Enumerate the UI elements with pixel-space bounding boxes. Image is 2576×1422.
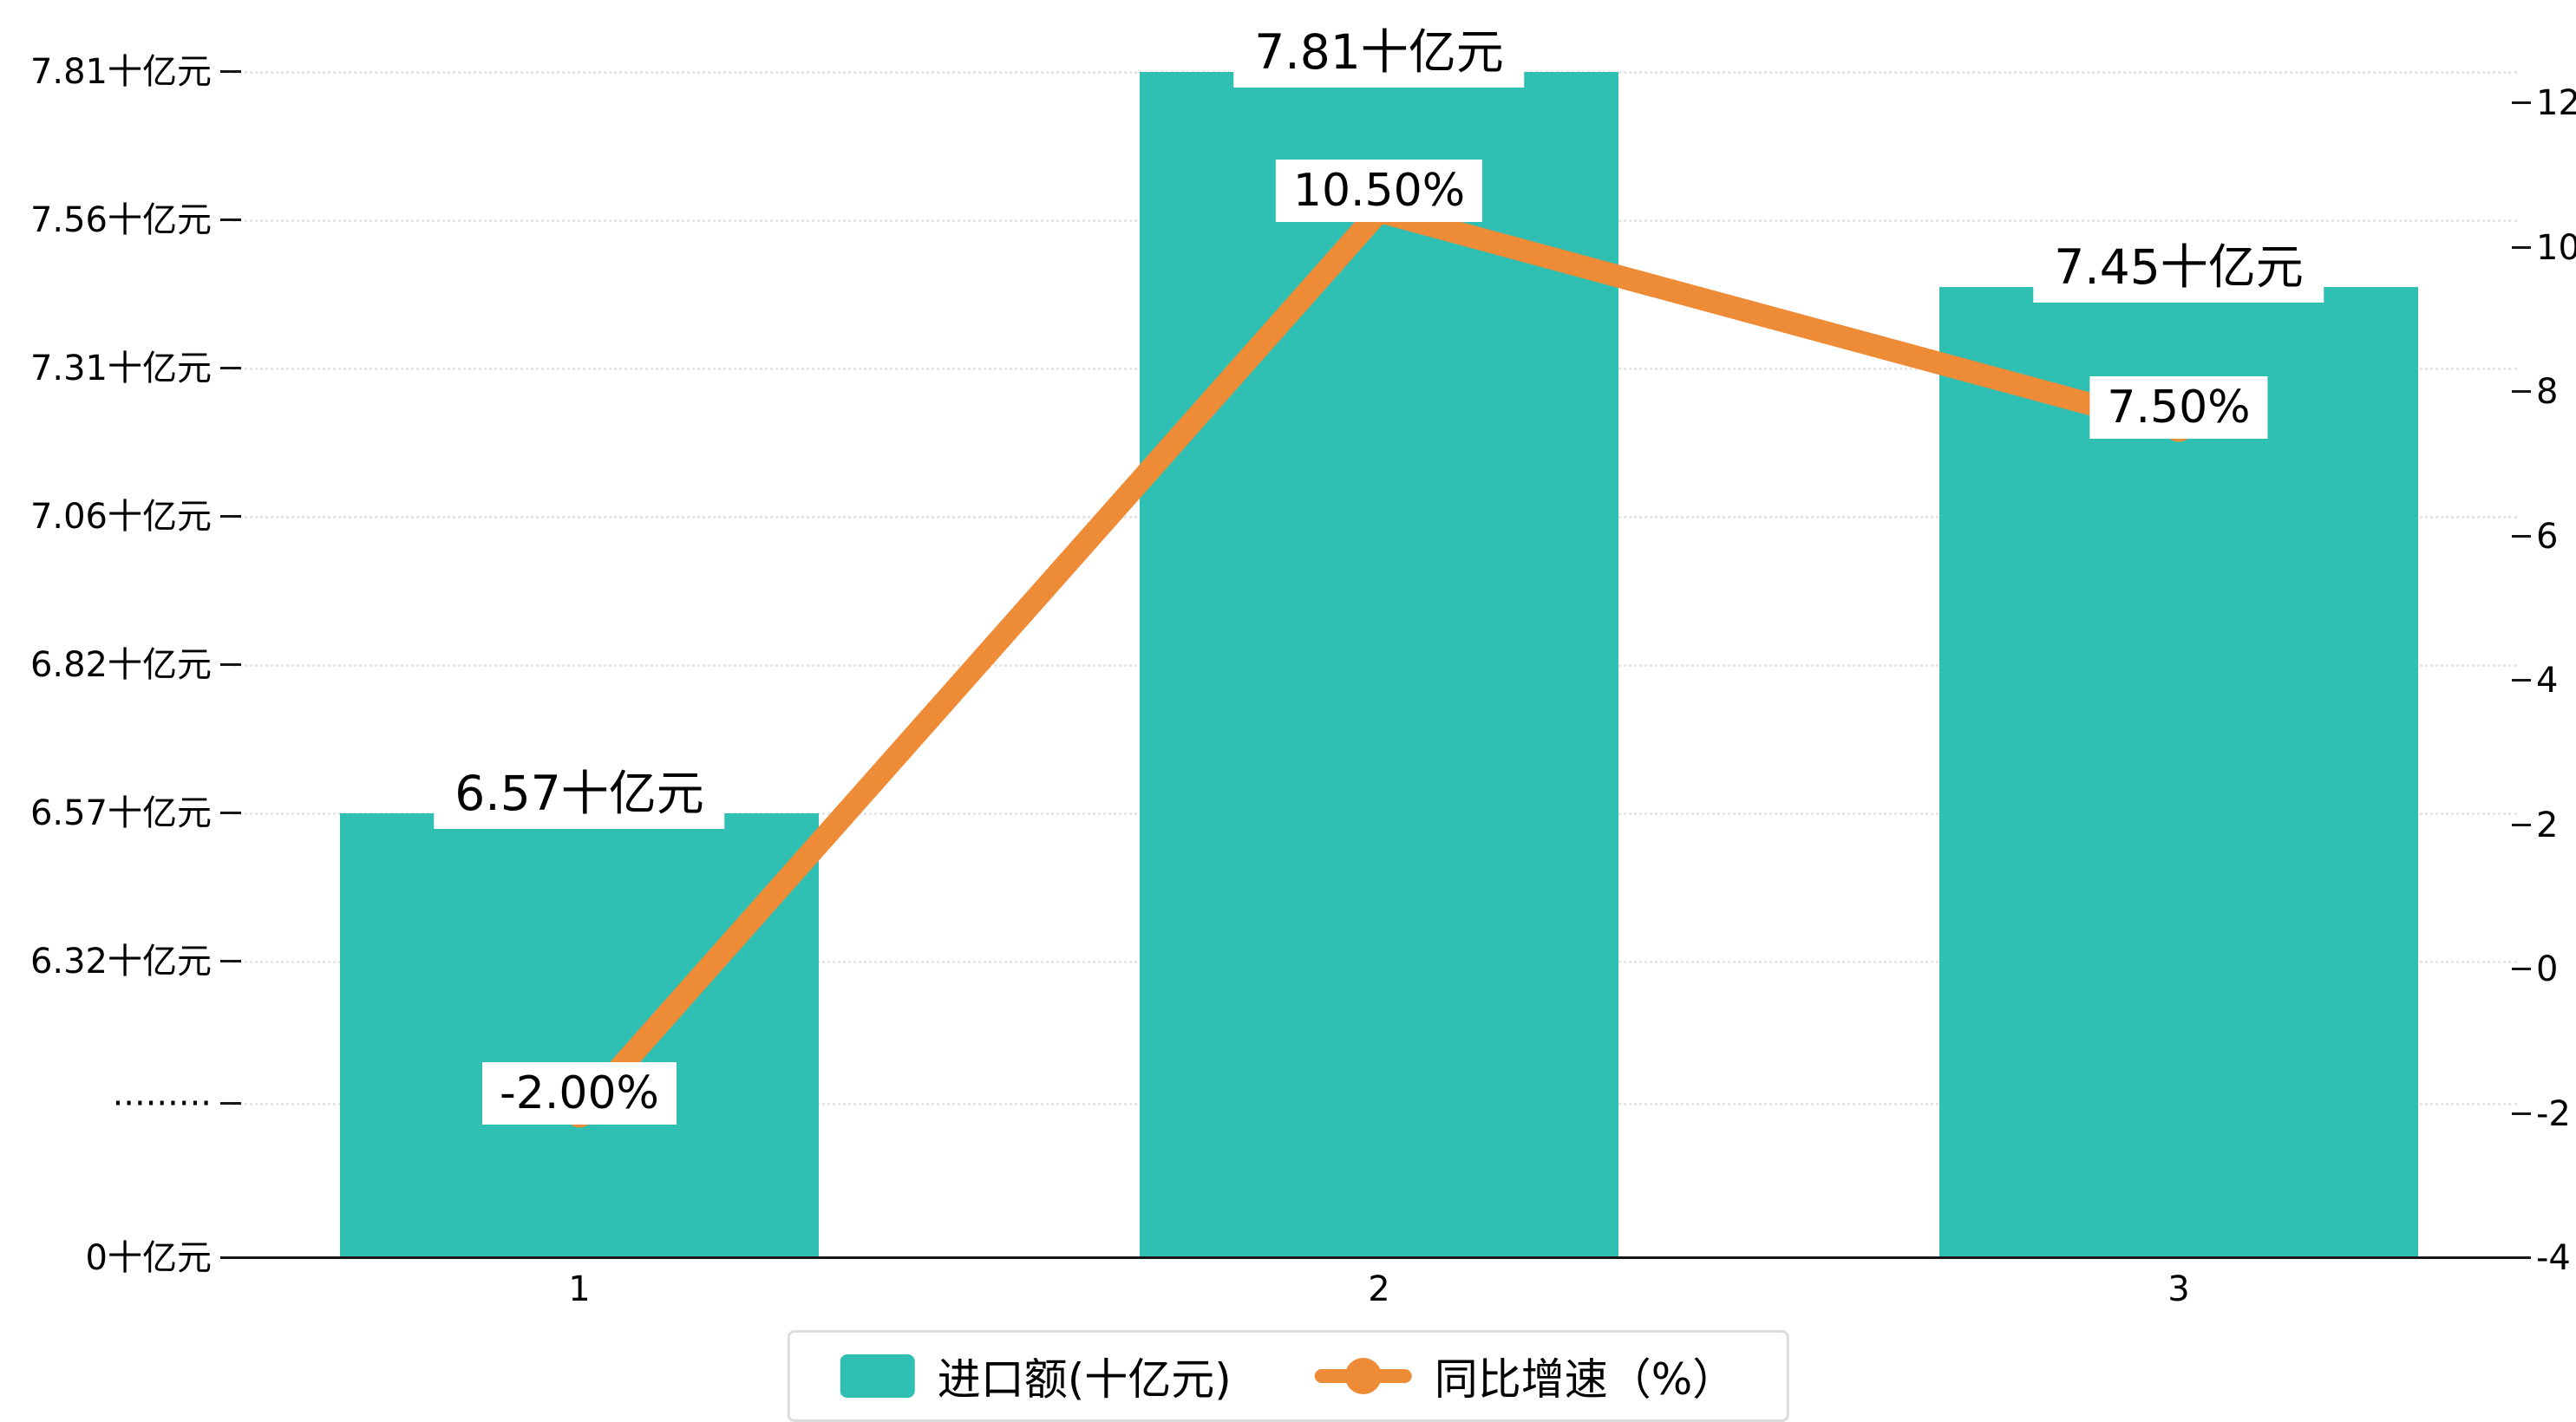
left-axis-tick-label: 7.56十亿元 [29,200,212,240]
legend-line-swatch [1314,1358,1412,1394]
left-axis-tick-label: 7.81十亿元 [29,52,212,92]
legend-line-dot [1344,1358,1382,1394]
right-axis-tick-mark [2512,968,2531,970]
bar [340,813,819,1258]
right-axis-tick-label: 0 [2536,949,2559,989]
right-axis-tick-mark [2512,1112,2531,1115]
right-axis-tick-label: 8 [2536,372,2559,412]
legend: 进口额(十亿元) 同比增速（%） [787,1330,1789,1422]
right-axis-tick-label: 2 [2536,805,2559,845]
left-axis-tick-label: 6.32十亿元 [29,942,212,982]
x-axis-line [233,1256,2517,1259]
right-axis-tick-label: -4 [2536,1238,2571,1278]
right-axis-tick-mark [2512,390,2531,393]
left-axis-tick-mark [220,812,241,814]
bar [1140,72,1618,1258]
left-axis-tick-mark [220,1102,241,1105]
bar-value-label: 7.81十亿元 [1233,8,1525,88]
right-axis-tick-label: 10 [2536,227,2576,268]
legend-label-imports: 进口额(十亿元) [937,1354,1232,1405]
legend-item-growth[interactable]: 同比增速（%） [1314,1345,1736,1407]
left-axis-tick-label: 7.06十亿元 [29,497,212,537]
x-axis-label: 3 [2167,1269,2190,1309]
x-axis-label: 1 [568,1269,591,1309]
right-axis-tick-mark [2512,1256,2531,1259]
line-point-label: 10.50% [1275,159,1483,222]
left-axis-tick-mark [220,515,241,518]
legend-bar-swatch [840,1354,915,1398]
right-axis-tick-mark [2512,679,2531,682]
left-axis-tick-mark [220,70,241,73]
right-axis-tick-mark [2512,823,2531,826]
left-axis-tick-mark [220,960,241,962]
right-axis-tick-label: 6 [2536,516,2559,557]
right-axis-tick-mark [2512,534,2531,538]
right-axis-tick-mark [2512,101,2531,104]
left-axis-tick-label: ········· [112,1084,212,1124]
left-axis-tick-label: 0十亿元 [85,1238,212,1278]
left-axis-tick-label: 6.82十亿元 [29,645,212,685]
legend-label-growth: 同比增速（%） [1434,1354,1736,1405]
left-axis-tick-mark [220,663,241,666]
left-axis-tick-label: 7.31十亿元 [29,349,212,388]
right-axis-tick-label: -2 [2536,1093,2571,1134]
legend-item-imports[interactable]: 进口额(十亿元) [840,1345,1232,1407]
bar-value-label: 7.45十亿元 [2033,223,2324,303]
left-axis-tick-mark [220,367,241,369]
right-axis-tick-mark [2512,245,2531,249]
right-axis-tick-label: 4 [2536,661,2559,701]
line-point-label: -2.00% [482,1061,677,1125]
left-axis-tick-mark [220,1256,241,1259]
bar-value-label: 6.57十亿元 [434,749,725,829]
left-axis-tick-label: 6.57十亿元 [29,793,212,833]
line-point-label: 7.50% [2089,375,2268,439]
left-axis-tick-mark [220,219,241,221]
x-axis-label: 2 [1368,1269,1390,1309]
right-axis-tick-label: 12 [2536,83,2576,123]
